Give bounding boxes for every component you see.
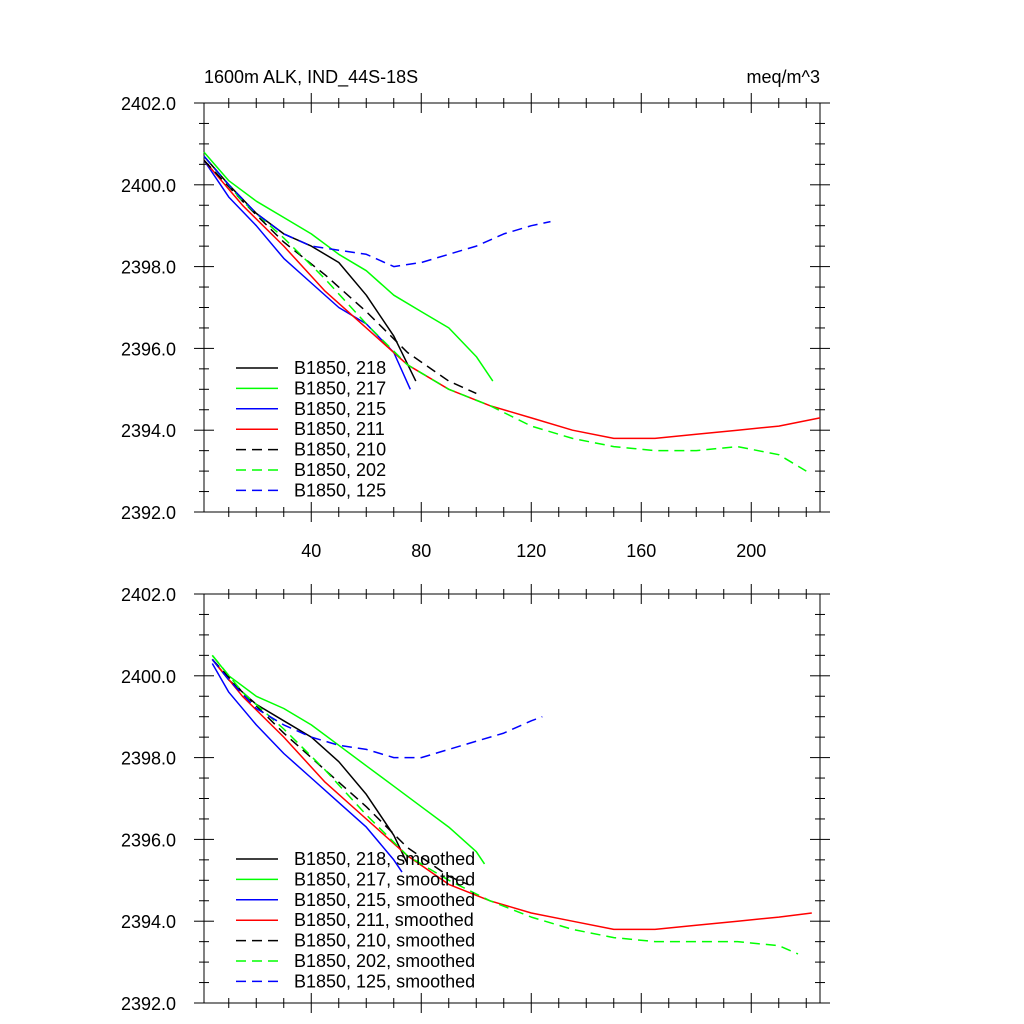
- y-tick-label: 2394.0: [121, 421, 176, 441]
- chart-panel-2: 2392.0 2394.0 2396.0 2398.0 2400.0 2402.0 B185…: [121, 584, 830, 1014]
- legend-label: B1850, 211, smoothed: [294, 910, 474, 930]
- series-line-3: [203, 159, 411, 390]
- legend-label: B1850, 125, smoothed: [294, 971, 475, 991]
- series-line-2: [203, 151, 494, 382]
- x-tick-label: 40: [301, 541, 321, 561]
- y-tick-label: 2396.0: [121, 339, 176, 359]
- y-tick-label: 2398.0: [121, 258, 176, 278]
- legend-label: B1850, 202, smoothed: [294, 951, 475, 971]
- y-tick-label: 2392.0: [121, 503, 176, 523]
- series-line-4: [211, 658, 812, 931]
- legend-label: B1850, 217: [294, 378, 386, 398]
- series-line-4: [203, 159, 821, 440]
- legend-label: B1850, 215: [294, 399, 386, 419]
- y-tick-label: 2400.0: [121, 176, 176, 196]
- y-tick-label: 2402.0: [121, 94, 176, 114]
- series-line-3: [211, 663, 403, 873]
- series-line-7: [211, 658, 543, 759]
- x-tick-label: 200: [736, 541, 766, 561]
- y-tick-label: 2394.0: [121, 912, 176, 932]
- y-tick-label: 2396.0: [121, 830, 176, 850]
- legend-label: B1850, 210, smoothed: [294, 931, 475, 951]
- legend-label: B1850, 202: [294, 460, 386, 480]
- series-line-6: [203, 155, 807, 472]
- series-line-1: [211, 658, 409, 865]
- series-line-6: [211, 654, 799, 955]
- y-tick-label: 2398.0: [121, 749, 176, 769]
- chart-title: 1600m ALK, IND_44S-18S: [204, 67, 418, 88]
- y-tick-label: 2400.0: [121, 667, 176, 687]
- legend-label: B1850, 218: [294, 358, 386, 378]
- units-label: meq/m^3: [747, 67, 820, 87]
- legend-label: B1850, 218, smoothed: [294, 849, 475, 869]
- y-tick-label: 2402.0: [121, 585, 176, 605]
- series-line-7: [203, 155, 551, 268]
- legend-label: B1850, 217, smoothed: [294, 869, 475, 889]
- legend-label: B1850, 210: [294, 440, 386, 460]
- series-line-2: [211, 654, 486, 865]
- y-tick-label: 2392.0: [121, 994, 176, 1014]
- chart-panel-1: 40 80 120 160 200 2392.0 2394.0 2396.0 2398.0 240…: [121, 67, 830, 561]
- legend-label: B1850, 125: [294, 480, 386, 500]
- legend-label: B1850, 211: [294, 419, 385, 439]
- x-tick-label: 160: [626, 541, 656, 561]
- legend-label: B1850, 215, smoothed: [294, 890, 475, 910]
- x-tick-label: 80: [411, 541, 431, 561]
- x-tick-label: 120: [516, 541, 546, 561]
- series-line-1: [203, 155, 417, 382]
